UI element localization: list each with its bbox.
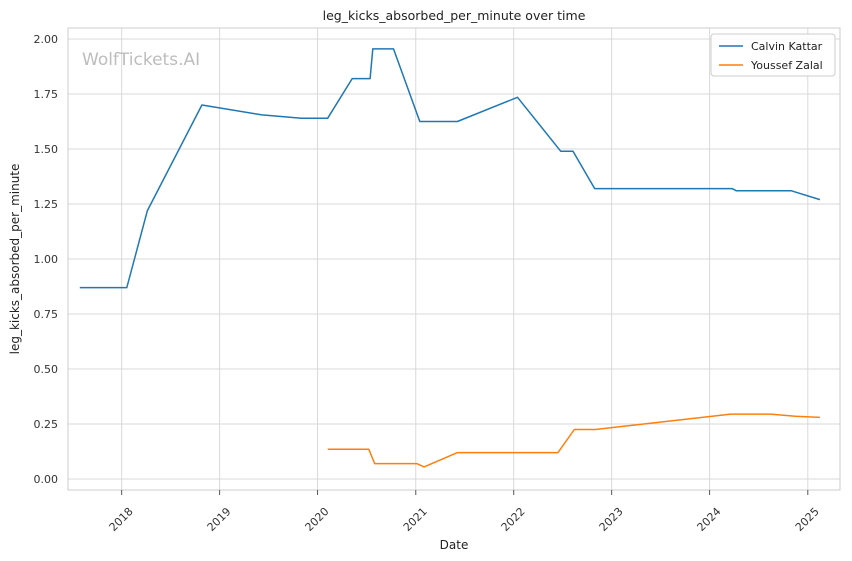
x-tick-label: 2025 (793, 505, 822, 534)
y-tick-label: 1.00 (34, 253, 59, 266)
watermark-text: WolfTickets.AI (82, 50, 200, 70)
y-axis-label: leg_kicks_absorbed_per_minute (8, 164, 22, 355)
legend: Calvin Kattar Youssef Zalal (710, 33, 836, 77)
y-tick-label: 0.75 (34, 308, 59, 321)
x-tick-label: 2019 (205, 505, 234, 534)
plot-frame (67, 27, 841, 491)
x-tick-label: 2023 (597, 505, 626, 534)
series-line-2 (327, 413, 820, 468)
y-tick-label: 0.25 (34, 418, 59, 431)
series-layer (79, 48, 821, 468)
y-tick-label: 1.25 (34, 198, 59, 211)
y-tick-label: 2.00 (34, 33, 59, 46)
y-tick-label: 0.50 (34, 363, 59, 376)
chart-title: leg_kicks_absorbed_per_minute over time (323, 8, 586, 23)
x-axis-label: Date (440, 538, 469, 552)
grid-layer (68, 28, 840, 490)
legend-label: Calvin Kattar (751, 40, 823, 53)
x-tick-label: 2022 (499, 505, 528, 534)
ticks-layer: 0.00 0.25 0.50 0.75 1.00 1.25 1.50 1.75 2.00 2018… (34, 33, 822, 534)
y-tick-label: 0.00 (34, 473, 59, 486)
y-tick-label: 1.75 (34, 88, 59, 101)
x-tick-label: 2018 (107, 505, 136, 534)
series-line-1 (79, 48, 821, 289)
x-tick-label: 2024 (695, 505, 724, 534)
y-tick-label: 1.50 (34, 143, 59, 156)
x-tick-label: 2020 (303, 505, 332, 534)
x-tick-label: 2021 (401, 505, 430, 534)
legend-label: Youssef Zalal (750, 59, 823, 72)
